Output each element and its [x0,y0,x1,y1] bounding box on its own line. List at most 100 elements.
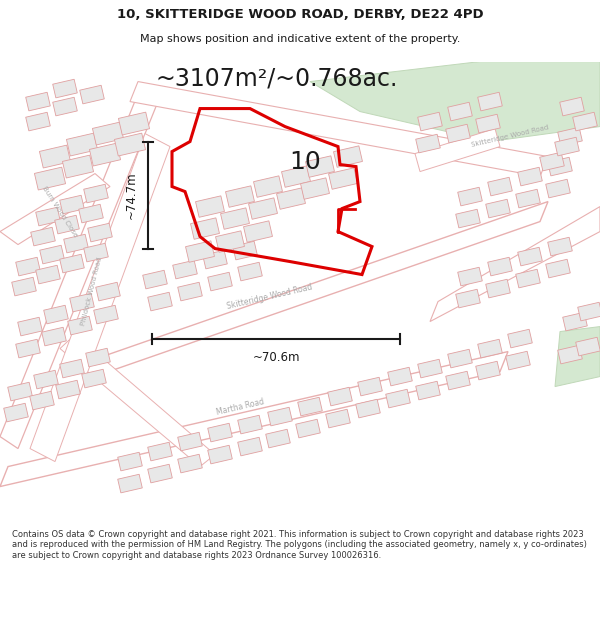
Polygon shape [478,92,502,111]
Polygon shape [478,339,502,358]
Polygon shape [148,464,172,483]
Polygon shape [555,138,579,156]
Polygon shape [388,368,412,386]
Polygon shape [94,305,118,324]
Polygon shape [56,380,80,399]
Polygon shape [458,188,482,206]
Polygon shape [281,166,310,188]
Polygon shape [356,399,380,418]
Polygon shape [226,186,254,208]
Polygon shape [16,339,40,358]
Polygon shape [558,127,582,146]
Polygon shape [148,442,172,461]
Polygon shape [80,201,548,381]
Text: Skitteridge Wood Road: Skitteridge Wood Road [471,125,549,148]
Polygon shape [68,316,92,335]
Polygon shape [244,221,272,243]
Polygon shape [238,262,262,281]
Polygon shape [386,389,410,408]
Text: Map shows position and indicative extent of the property.: Map shows position and indicative extent… [140,34,460,44]
Polygon shape [178,432,202,451]
Polygon shape [34,370,58,389]
Polygon shape [96,282,120,301]
Text: ~70.6m: ~70.6m [252,351,300,364]
Polygon shape [88,223,112,242]
Polygon shape [31,228,55,246]
Polygon shape [301,178,329,199]
Polygon shape [416,134,440,153]
Polygon shape [208,272,232,291]
Polygon shape [506,351,530,370]
Text: 10: 10 [289,149,321,174]
Polygon shape [548,158,572,176]
Text: Phildock Wood Road: Phildock Wood Road [80,257,103,326]
Polygon shape [208,423,232,442]
Polygon shape [16,258,40,276]
Polygon shape [446,124,470,143]
Text: 10, SKITTERIDGE WOOD ROAD, DERBY, DE22 4PD: 10, SKITTERIDGE WOOD ROAD, DERBY, DE22 4… [116,8,484,21]
Polygon shape [67,133,98,156]
Polygon shape [0,89,158,449]
Polygon shape [0,174,110,244]
Polygon shape [115,133,146,156]
Polygon shape [36,265,60,284]
Polygon shape [60,254,84,273]
Polygon shape [310,61,600,141]
Polygon shape [148,292,172,311]
Polygon shape [446,371,470,390]
Polygon shape [329,168,358,189]
Polygon shape [456,289,480,308]
Text: Burn Wood Close: Burn Wood Close [41,185,79,238]
Polygon shape [208,445,232,464]
Polygon shape [476,361,500,380]
Polygon shape [89,143,121,166]
Polygon shape [266,429,290,448]
Polygon shape [248,198,277,219]
Polygon shape [418,112,442,131]
Polygon shape [36,208,60,226]
Polygon shape [203,250,227,269]
Text: Contains OS data © Crown copyright and database right 2021. This information is : Contains OS data © Crown copyright and d… [12,530,587,560]
Polygon shape [178,282,202,301]
Polygon shape [8,382,32,401]
Polygon shape [334,146,362,168]
Polygon shape [415,129,500,171]
Polygon shape [4,403,28,422]
Polygon shape [326,409,350,428]
Polygon shape [488,258,512,276]
Polygon shape [558,345,582,364]
Polygon shape [298,398,322,416]
Polygon shape [82,369,106,388]
Polygon shape [488,177,512,196]
Polygon shape [576,338,600,356]
Polygon shape [130,81,548,176]
Polygon shape [358,378,382,396]
Polygon shape [296,419,320,438]
Polygon shape [62,155,94,178]
Polygon shape [540,152,564,171]
Polygon shape [254,176,283,198]
Polygon shape [55,215,79,234]
Polygon shape [268,408,292,426]
Polygon shape [546,259,570,278]
Text: ~74.7m: ~74.7m [125,171,138,219]
Polygon shape [548,238,572,256]
Polygon shape [215,231,244,253]
Polygon shape [30,134,170,461]
Text: Martha Road: Martha Road [215,397,265,416]
Polygon shape [42,328,66,346]
Polygon shape [416,381,440,400]
Polygon shape [573,112,597,131]
Polygon shape [18,318,42,336]
Polygon shape [118,452,142,471]
Polygon shape [305,156,334,178]
Polygon shape [221,208,250,229]
Polygon shape [418,359,442,378]
Polygon shape [238,415,262,434]
Polygon shape [53,98,77,116]
Polygon shape [12,278,36,296]
Polygon shape [60,359,84,378]
Polygon shape [92,122,124,145]
Polygon shape [277,188,305,209]
Polygon shape [84,243,108,262]
